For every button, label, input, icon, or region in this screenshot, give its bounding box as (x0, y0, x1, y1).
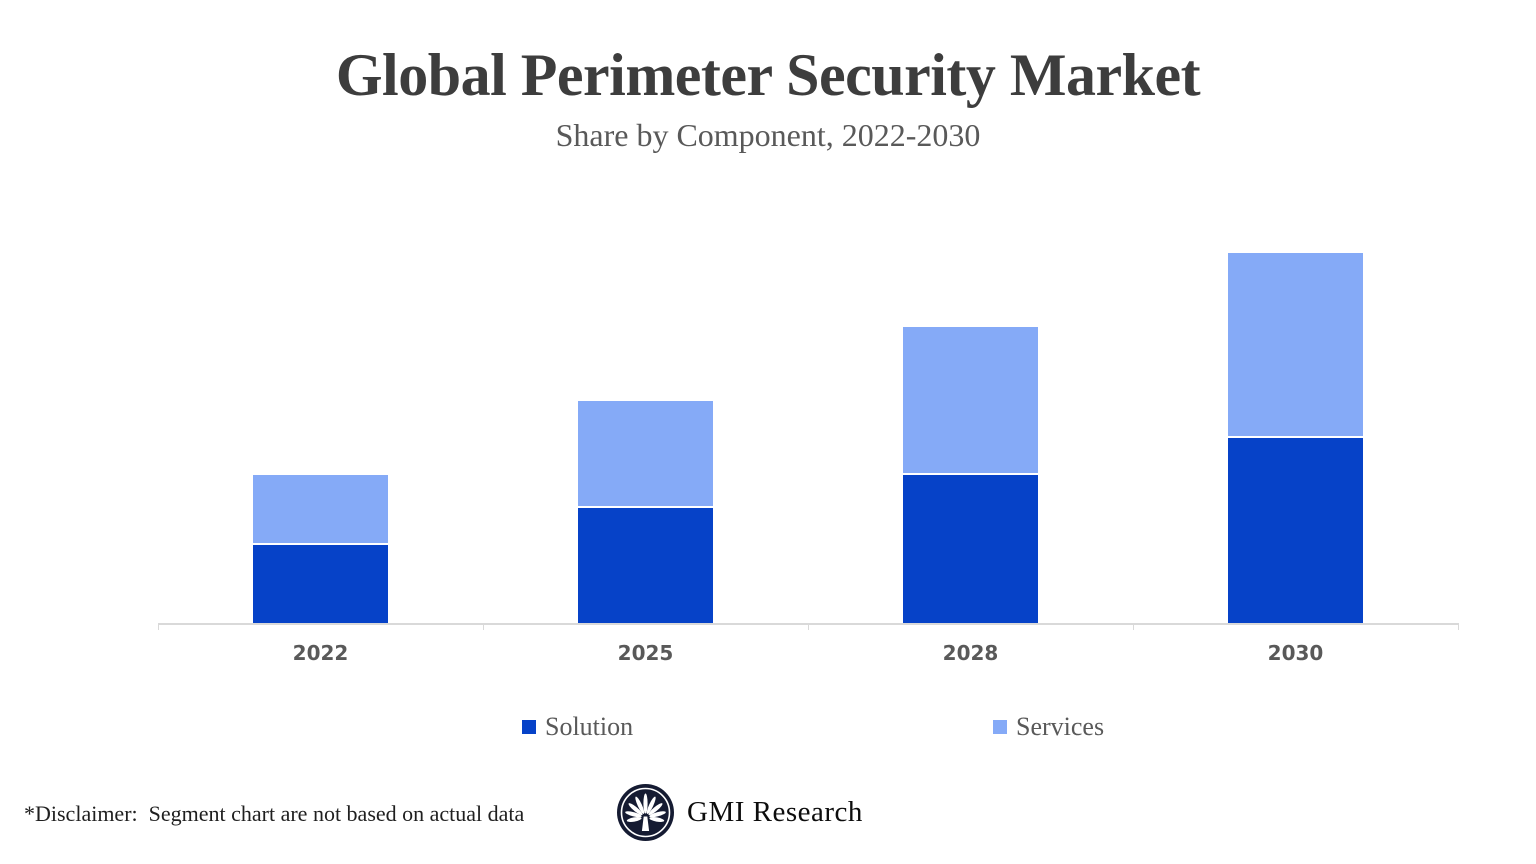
legend-label-solution: Solution (545, 712, 634, 741)
bar-segment-services-2030 (1228, 253, 1363, 438)
legend-label-services: Services (1016, 712, 1105, 741)
bar-group-2028 (808, 245, 1133, 623)
services-swatch-icon (993, 720, 1007, 734)
bar-group-2022 (158, 245, 483, 623)
axis-tick (1133, 623, 1134, 630)
chart-header: Global Perimeter Security Market Share b… (0, 44, 1536, 154)
x-axis-label-2025: 2025 (617, 641, 674, 665)
bar-segment-services-2025 (578, 401, 713, 509)
bar-group-2025 (483, 245, 808, 623)
brand-name: GMI Research (687, 796, 863, 828)
stacked-bar-2030 (1228, 253, 1363, 623)
palm-emblem-icon (617, 784, 674, 841)
bar-segment-solution-2022 (253, 545, 388, 623)
stacked-bar-2022 (253, 475, 388, 623)
chart-title: Global Perimeter Security Market (335, 42, 1201, 108)
stacked-bar-2025 (578, 401, 713, 623)
x-axis-label-2028: 2028 (942, 641, 999, 665)
bar-segment-solution-2030 (1228, 438, 1363, 623)
bar-segment-services-2022 (253, 475, 388, 546)
chart-subtitle: Share by Component, 2022-2030 (555, 117, 981, 153)
plot-area (158, 245, 1459, 630)
legend-item-services: Services (993, 712, 1104, 742)
bar-group-2030 (1133, 245, 1458, 623)
disclaimer-text: *Disclaimer: Segment chart are not based… (24, 801, 525, 826)
brand-logo: GMI Research (616, 783, 863, 842)
axis-tick (1458, 623, 1459, 630)
x-axis-label-2030: 2030 (1267, 641, 1324, 665)
bar-segment-solution-2025 (578, 508, 713, 623)
stacked-bar-2028 (903, 327, 1038, 623)
axis-tick (158, 623, 159, 630)
x-axis-label-2022: 2022 (292, 641, 349, 665)
bar-segment-solution-2028 (903, 475, 1038, 623)
x-axis-labels: 2022 2025 2028 2030 (158, 641, 1458, 665)
axis-tick (808, 623, 809, 630)
bar-segment-services-2028 (903, 327, 1038, 475)
legend-item-solution: Solution (522, 712, 633, 742)
axis-tick (483, 623, 484, 630)
legend: Solution Services (0, 712, 1536, 752)
solution-swatch-icon (522, 720, 536, 734)
